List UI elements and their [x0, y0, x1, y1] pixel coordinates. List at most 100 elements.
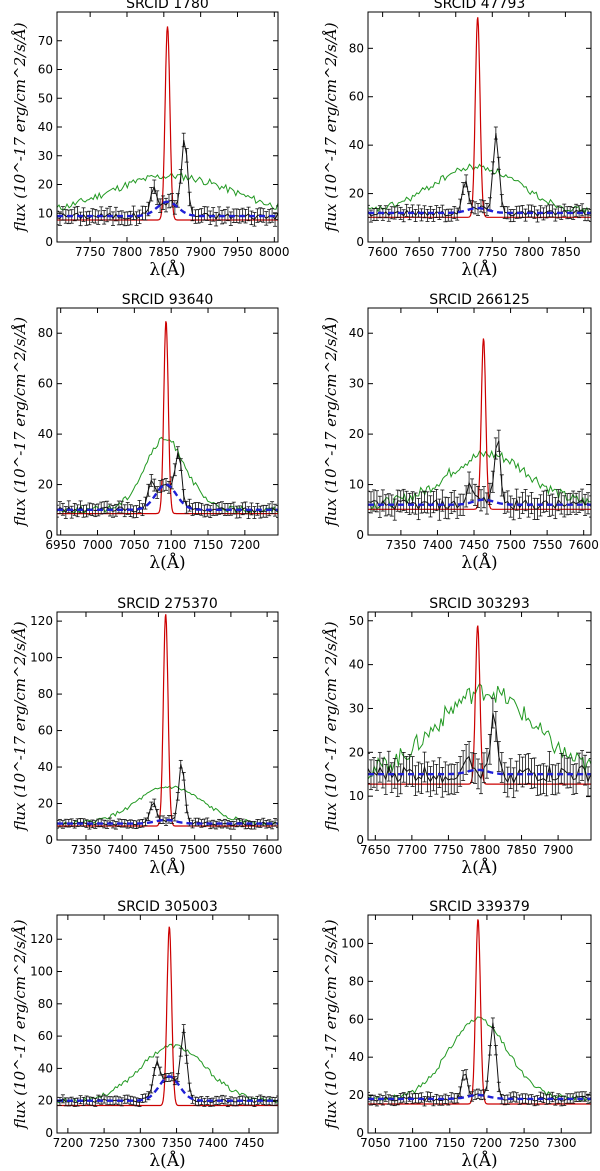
- panel-title: SRCID 303293: [429, 596, 530, 612]
- x-tick-label: 7400: [422, 538, 453, 552]
- y-tick-label: 20: [38, 178, 53, 192]
- x-tick-label: 7250: [509, 1136, 540, 1150]
- x-axis-label: λ(Å): [461, 259, 497, 280]
- axes-frame: [56, 611, 279, 841]
- broad-component-line: [368, 682, 591, 780]
- x-tick-label: 7150: [193, 538, 224, 552]
- x-tick-label: 7100: [397, 1136, 428, 1150]
- panel-title: SRCID 339379: [429, 899, 530, 915]
- x-tick-label: 7050: [360, 1136, 391, 1150]
- observed-spectrum-line: [57, 764, 278, 826]
- data-error-bars: [368, 1017, 591, 1107]
- data-error-bars: [57, 1024, 278, 1108]
- spectrum-panel-4: SRCID 266125 7350 7400 7450 7500 7550 7600 0 10 2…: [322, 292, 599, 573]
- y-tick-label: 60: [38, 63, 53, 77]
- x-tick-label: 7350: [71, 843, 102, 857]
- panel-title: SRCID 305003: [117, 899, 218, 915]
- continuum-fit-line: [57, 818, 278, 825]
- spectrum-panel-6: SRCID 303293 7650 7700 7750 7800 7850 7900 0 10 2…: [322, 596, 592, 878]
- x-tick-label: 7650: [360, 843, 391, 857]
- x-tick-label: 7550: [532, 538, 563, 552]
- y-tick-label: 30: [349, 701, 364, 715]
- x-tick-label: 7900: [543, 843, 574, 857]
- x-tick-label: 7200: [472, 1136, 503, 1150]
- axes-frame: [367, 307, 592, 536]
- spectrum-panel-1: SRCID 1780 7750 7800 7850 7900 7950 8000 0 10 20 3…: [11, 0, 290, 280]
- x-tick-label: 7750: [75, 245, 106, 259]
- x-tick-label: 7850: [550, 245, 581, 259]
- x-tick-label: 7650: [404, 245, 435, 259]
- y-tick-label: 60: [349, 90, 364, 104]
- y-tick-label: 0: [356, 528, 364, 542]
- x-axis-label: λ(Å): [461, 552, 497, 573]
- y-tick-label: 30: [38, 149, 53, 163]
- axes-frame: [367, 11, 592, 243]
- continuum-fit-line: [368, 206, 591, 215]
- panel-title: SRCID 266125: [429, 292, 530, 308]
- y-tick-label: 0: [45, 235, 53, 249]
- x-tick-label: 7400: [198, 1136, 229, 1150]
- y-tick-label: 100: [30, 651, 53, 665]
- x-tick-label: 7450: [459, 538, 490, 552]
- x-tick-label: 7200: [230, 538, 261, 552]
- y-tick-label: 20: [349, 427, 364, 441]
- x-tick-label: 7600: [252, 843, 283, 857]
- x-axis-label: λ(Å): [149, 259, 185, 280]
- plot-area: [57, 614, 278, 830]
- y-tick-label: 10: [38, 206, 53, 220]
- y-tick-label: 20: [38, 797, 53, 811]
- y-tick-label: 50: [38, 91, 53, 105]
- y-tick-label: 10: [349, 478, 364, 492]
- x-tick-label: 7600: [367, 245, 398, 259]
- continuum-fit-line: [57, 200, 278, 218]
- x-tick-label: 7900: [185, 245, 216, 259]
- narrow-line-model: [57, 926, 278, 1107]
- broad-component-line: [368, 449, 591, 512]
- plot-area: [57, 926, 278, 1108]
- y-tick-label: 40: [38, 120, 53, 134]
- y-tick-label: 80: [38, 326, 53, 340]
- x-axis-label: λ(Å): [461, 857, 497, 878]
- y-axis-label: flux (10^-17 erg/cm^2/s/Å): [322, 22, 340, 232]
- continuum-fit-line: [57, 1075, 278, 1102]
- y-axis-label: flux (10^-17 erg/cm^2/s/Å): [322, 317, 340, 527]
- observed-spectrum-line: [57, 452, 278, 514]
- y-tick-label: 120: [30, 932, 53, 946]
- x-tick-label: 7750: [477, 245, 508, 259]
- broad-component-line: [368, 163, 591, 215]
- axes-frame: [56, 307, 279, 536]
- continuum-fit-line: [368, 498, 591, 506]
- y-axis-label: flux (10^-17 erg/cm^2/s/Å): [11, 919, 29, 1129]
- x-tick-label: 7800: [112, 245, 143, 259]
- narrow-line-model: [368, 625, 591, 785]
- y-tick-label: 120: [30, 614, 53, 628]
- x-tick-label: 7800: [470, 843, 501, 857]
- y-tick-label: 60: [38, 724, 53, 738]
- x-tick-label: 8000: [259, 245, 290, 259]
- broad-component-line: [57, 785, 278, 826]
- axes-frame: [367, 914, 592, 1134]
- y-tick-label: 70: [38, 34, 53, 48]
- plot-area: [368, 625, 591, 799]
- y-tick-label: 50: [349, 614, 364, 628]
- plot-area: [57, 321, 278, 520]
- y-tick-label: 0: [356, 235, 364, 249]
- spectrum-panel-8: SRCID 339379 7050 7100 7150 7200 7250 7300 0 20 4…: [322, 899, 592, 1171]
- y-tick-label: 0: [45, 833, 53, 847]
- x-tick-label: 7300: [546, 1136, 577, 1150]
- y-axis-label: flux (10^-17 erg/cm^2/s/Å): [11, 621, 29, 831]
- spectrum-panel-2: SRCID 47793 7600 7650 7700 7750 7800 7850 0 20 40…: [322, 0, 592, 280]
- x-tick-label: 7600: [568, 538, 599, 552]
- plot-area: [368, 17, 591, 223]
- data-error-bars: [368, 697, 591, 799]
- y-tick-label: 0: [45, 1126, 53, 1140]
- y-tick-label: 40: [349, 138, 364, 152]
- observed-spectrum-line: [368, 440, 591, 512]
- x-tick-label: 7950: [222, 245, 253, 259]
- data-error-bars: [57, 132, 278, 227]
- plot-area: [368, 919, 591, 1107]
- y-tick-label: 80: [349, 41, 364, 55]
- broad-component-line: [57, 172, 278, 211]
- continuum-fit-line: [368, 768, 591, 776]
